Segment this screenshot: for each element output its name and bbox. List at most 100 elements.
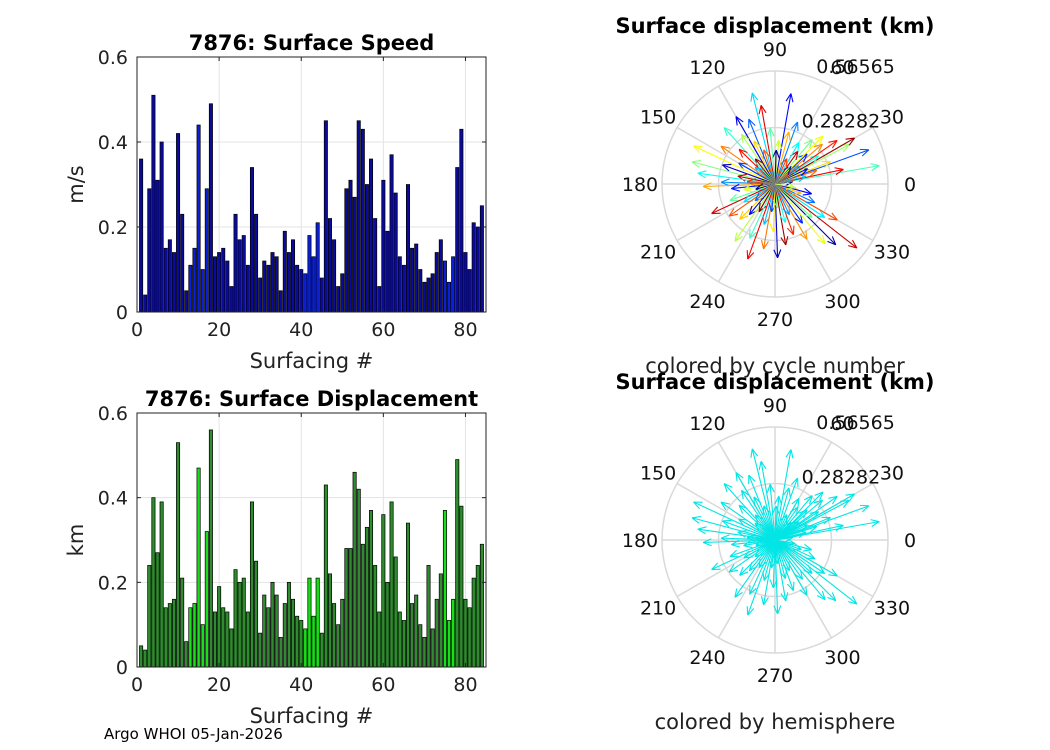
bar: [459, 128, 464, 313]
displacement-arrow: [774, 539, 816, 560]
bar: [352, 471, 357, 668]
bar: [282, 603, 287, 668]
bar: [418, 624, 423, 668]
bar: [184, 290, 189, 313]
bar: [336, 624, 341, 668]
displacement-arrow: [711, 183, 776, 215]
bar: [208, 429, 213, 668]
bar: [155, 552, 160, 668]
displacement-arrow: [722, 163, 776, 185]
displacement-arrow: [774, 495, 813, 541]
displacement-arrow: [774, 183, 837, 246]
displacement-arrow: [774, 539, 795, 592]
bar: [192, 603, 197, 668]
angle-label: 120: [689, 57, 725, 79]
displacement-arrow: [711, 539, 776, 571]
displacement-arrow: [774, 148, 870, 185]
displacement-arrow: [774, 539, 813, 552]
displacement-arrow: [720, 501, 776, 541]
bar: [455, 459, 460, 668]
angle-label: 210: [640, 598, 676, 620]
displacement-arrow: [766, 128, 776, 185]
x-tick-label: 80: [453, 319, 477, 341]
bar: [393, 192, 398, 313]
displacement-arrow: [774, 539, 808, 596]
displacement-arrow: [738, 504, 776, 541]
bar: [163, 607, 168, 668]
displacement-arrow: [774, 121, 799, 185]
bar: [410, 247, 415, 313]
bar: [479, 543, 484, 668]
bar: [340, 598, 345, 668]
bar: [176, 442, 181, 668]
bar: [323, 120, 328, 313]
bar: [307, 235, 312, 313]
bar: [475, 226, 480, 313]
bar: [171, 252, 176, 313]
displacement-arrow: [749, 183, 776, 239]
bar: [426, 565, 431, 668]
bar: [225, 611, 230, 668]
bar: [307, 577, 312, 668]
bar: [315, 222, 320, 313]
bar: [451, 598, 456, 668]
displacement-arrow: [691, 515, 776, 541]
bar: [262, 260, 267, 313]
bar: [303, 628, 308, 668]
bar: [311, 256, 316, 313]
bar: [200, 269, 205, 313]
chart-title: 7876: Surface Displacement: [145, 387, 478, 411]
displacement-arrow: [774, 135, 824, 185]
bar: [217, 586, 222, 668]
bar: [221, 607, 226, 668]
y-tick-label: 0: [116, 302, 128, 324]
axes-frame: [136, 56, 487, 313]
bar: [467, 269, 472, 313]
x-axis-label: Surfacing #: [250, 704, 374, 728]
radial-tick-label: 0.56565: [816, 56, 895, 78]
displacement-arrow: [729, 183, 776, 202]
bar: [385, 581, 390, 668]
angle-label: 30: [880, 107, 904, 129]
polar-title: Surface displacement (km): [615, 370, 934, 394]
bar: [319, 277, 324, 313]
displacement-arrow: [774, 539, 826, 575]
bar: [434, 598, 439, 668]
displacement-arrow: [740, 489, 776, 541]
y-axis-label: km: [64, 524, 88, 557]
bar: [463, 598, 468, 668]
displacement-arrow: [774, 163, 880, 185]
bar: [225, 260, 230, 313]
displacement-arrow: [738, 148, 776, 185]
x-tick-label: 60: [371, 674, 395, 696]
bar: [401, 264, 406, 313]
bar: [295, 264, 300, 313]
bar: [463, 252, 468, 313]
bar: [393, 556, 398, 668]
displacement-arrow: [766, 484, 776, 541]
angle-label: 300: [824, 647, 860, 669]
displacement-bar-chart: 0 20 40 60 80 0 0.2 0.4 0.6 7876: Surface Displac…: [64, 387, 487, 728]
bar: [451, 256, 456, 313]
displacement-arrow: [693, 145, 776, 185]
angle-label: 330: [874, 598, 910, 620]
bar: [471, 222, 476, 313]
bar: [139, 645, 144, 668]
angle-label: 90: [763, 39, 787, 61]
bar: [233, 569, 238, 668]
bar: [221, 247, 226, 313]
bar: [196, 467, 201, 668]
displacement-arrow: [702, 182, 776, 191]
displacement-arrow: [774, 519, 880, 541]
x-tick-label: 20: [207, 674, 231, 696]
bar: [167, 603, 172, 668]
bar: [254, 560, 259, 668]
bar: [196, 124, 201, 313]
bar: [249, 501, 254, 668]
y-tick-label: 0: [116, 657, 128, 679]
angle-label: 210: [640, 242, 676, 264]
y-tick-label: 0.6: [98, 47, 128, 69]
bar: [258, 632, 263, 668]
displacement-arrow: [774, 182, 795, 191]
y-tick-label: 0.2: [98, 217, 128, 239]
